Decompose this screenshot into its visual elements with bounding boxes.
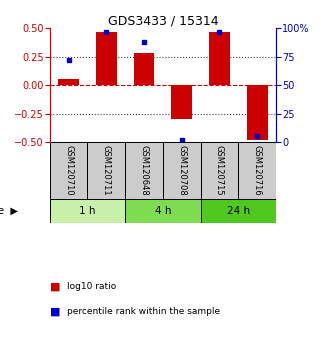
Text: log10 ratio: log10 ratio xyxy=(67,282,117,291)
Text: GSM120716: GSM120716 xyxy=(253,145,262,196)
Text: 24 h: 24 h xyxy=(227,206,250,216)
Bar xyxy=(50,142,87,199)
Bar xyxy=(125,142,163,199)
Bar xyxy=(247,85,268,139)
Text: GSM120710: GSM120710 xyxy=(64,145,73,196)
Bar xyxy=(96,32,117,85)
Text: 4 h: 4 h xyxy=(155,206,171,216)
Text: GSM120711: GSM120711 xyxy=(102,145,111,196)
Text: ■: ■ xyxy=(50,307,64,316)
Text: GSM120708: GSM120708 xyxy=(177,145,186,196)
Bar xyxy=(238,142,276,199)
Bar xyxy=(134,53,154,85)
Bar xyxy=(163,142,201,199)
Text: GSM120648: GSM120648 xyxy=(140,145,149,196)
Text: 1 h: 1 h xyxy=(79,206,96,216)
Text: ■: ■ xyxy=(50,282,64,292)
Bar xyxy=(125,199,201,223)
Bar xyxy=(201,199,276,223)
Text: percentile rank within the sample: percentile rank within the sample xyxy=(67,307,221,316)
Bar xyxy=(209,32,230,85)
Title: GDS3433 / 15314: GDS3433 / 15314 xyxy=(108,14,218,27)
Bar xyxy=(87,142,125,199)
Bar xyxy=(201,142,238,199)
Bar xyxy=(58,79,79,85)
Text: time  ▶: time ▶ xyxy=(0,206,18,216)
Bar xyxy=(50,199,125,223)
Text: GSM120715: GSM120715 xyxy=(215,145,224,196)
Bar xyxy=(171,85,192,119)
